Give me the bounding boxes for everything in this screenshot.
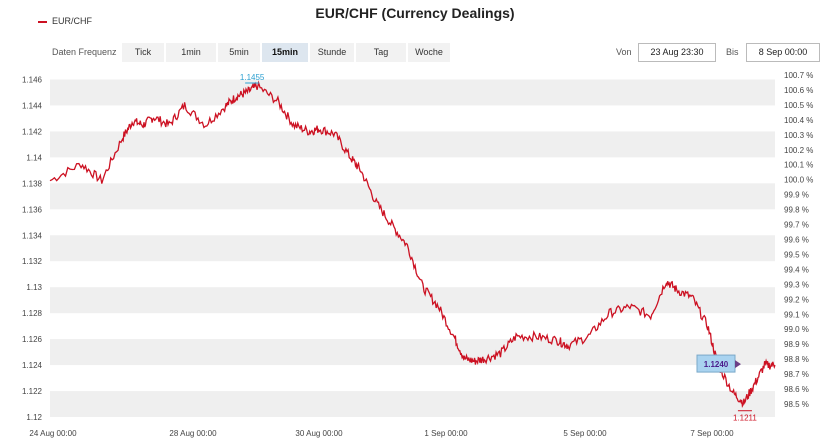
y-tick-label-left: 1.12 [26,413,42,422]
legend-label: EUR/CHF [52,16,92,26]
grid-band [50,183,775,210]
y-tick-label-right: 99.3 % [784,280,809,289]
y-tick-label-right: 100.7 % [784,71,813,80]
grid-band [50,339,775,366]
y-tick-label-right: 99.2 % [784,295,809,304]
y-tick-label-right: 98.6 % [784,385,809,394]
freq-stunde-button[interactable]: Stunde [310,43,354,62]
legend[interactable]: EUR/CHF [38,16,92,26]
from-date-input[interactable]: 23 Aug 23:30 [638,43,716,62]
y-tick-label-left: 1.122 [22,387,43,396]
x-tick-label: 7 Sep 00:00 [690,429,734,438]
to-date-input[interactable]: 8 Sep 00:00 [746,43,820,62]
y-tick-label-left: 1.128 [22,309,43,318]
y-tick-label-right: 99.1 % [784,310,809,319]
y-tick-label-left: 1.134 [22,231,43,240]
y-tick-label-right: 99.5 % [784,250,809,259]
frequency-label: Daten Frequenz [52,47,117,57]
freq-5min-button[interactable]: 5min [218,43,260,62]
y-tick-label-left: 1.14 [26,153,42,162]
x-tick-label: 5 Sep 00:00 [563,429,607,438]
x-tick-label: 1 Sep 00:00 [424,429,468,438]
y-tick-label-right: 98.9 % [784,340,809,349]
grid-band [50,131,775,158]
from-label: Von [616,47,632,57]
freq-tag-button[interactable]: Tag [356,43,406,62]
y-tick-label-left: 1.124 [22,361,43,370]
y-tick-label-right: 98.8 % [784,355,809,364]
to-label: Bis [726,47,739,57]
y-tick-label-left: 1.138 [22,179,43,188]
high-value-label: 1.1455 [240,73,265,82]
y-tick-label-left: 1.144 [22,101,43,110]
y-tick-label-left: 1.142 [22,127,43,136]
y-tick-label-right: 99.8 % [784,206,809,215]
current-value-pointer [735,360,741,369]
x-tick-label: 30 Aug 00:00 [295,429,343,438]
freq-tick-button[interactable]: Tick [122,43,164,62]
y-tick-label-right: 99.7 % [784,221,809,230]
y-tick-label-left: 1.132 [22,257,43,266]
y-tick-label-right: 100.6 % [784,86,813,95]
y-tick-label-right: 100.2 % [784,146,813,155]
y-tick-label-left: 1.126 [22,335,43,344]
y-tick-label-left: 1.136 [22,205,43,214]
grid-band [50,391,775,417]
y-tick-label-right: 100.5 % [784,101,813,110]
freq-15min-button[interactable]: 15min [262,43,308,62]
y-tick-label-left: 1.13 [26,283,42,292]
grid-band [50,79,775,106]
y-tick-label-right: 100.0 % [784,176,813,185]
y-tick-label-right: 98.5 % [784,400,809,409]
y-tick-label-right: 98.7 % [784,370,809,379]
y-tick-label-right: 100.3 % [784,131,813,140]
y-tick-label-left: 1.146 [22,75,43,84]
freq-1min-button[interactable]: 1min [166,43,216,62]
y-tick-label-right: 99.0 % [784,325,809,334]
y-tick-label-right: 99.4 % [784,265,809,274]
current-value-label: 1.1240 [704,360,729,369]
freq-woche-button[interactable]: Woche [408,43,450,62]
chart-title: EUR/CHF (Currency Dealings) [315,5,515,21]
legend-swatch [38,20,47,23]
y-tick-label-right: 99.6 % [784,236,809,245]
low-value-label: 1.1211 [733,414,757,423]
x-tick-label: 28 Aug 00:00 [169,429,217,438]
x-tick-label: 24 Aug 00:00 [29,429,77,438]
y-tick-label-right: 100.4 % [784,116,813,125]
series-line-eurchf [49,80,776,408]
grid-band [50,287,775,314]
grid-band [50,235,775,262]
y-tick-label-right: 99.9 % [784,191,809,200]
y-tick-label-right: 100.1 % [784,161,813,170]
